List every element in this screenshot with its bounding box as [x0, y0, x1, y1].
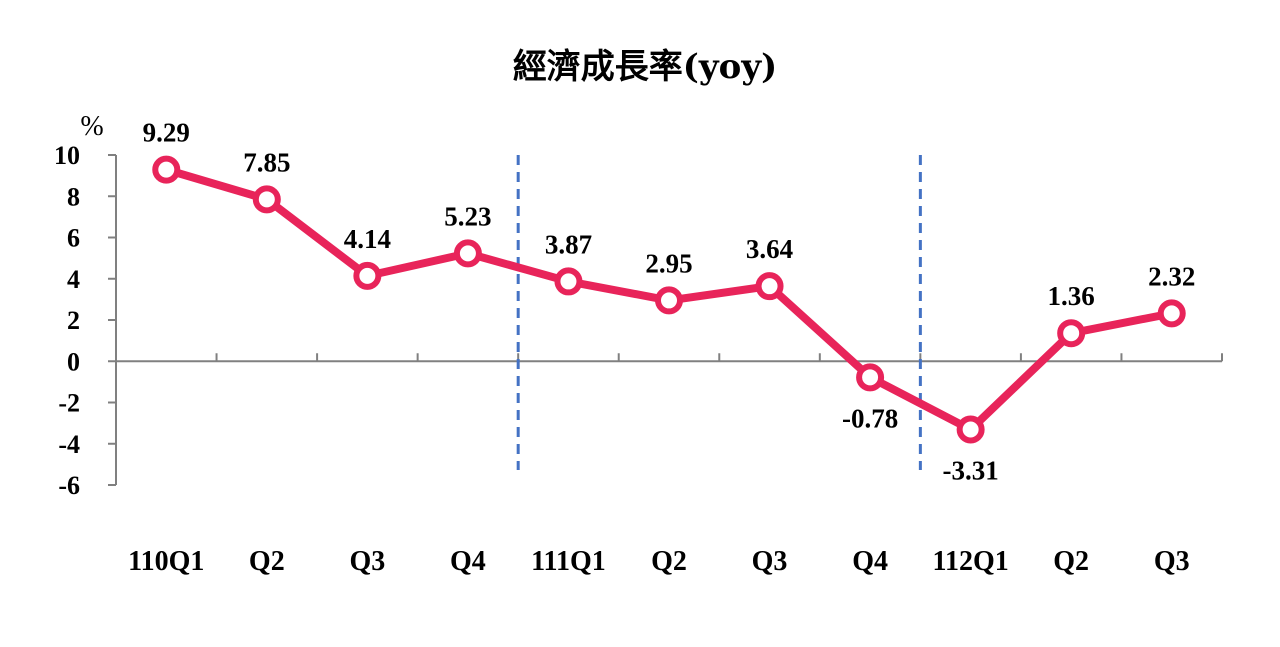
data-point — [453, 239, 482, 268]
y-tick-label: -4 — [58, 430, 80, 459]
y-tick-label: 2 — [67, 306, 80, 335]
x-category-label: Q2 — [249, 546, 285, 577]
data-label: 5.23 — [444, 201, 491, 231]
data-label: -3.31 — [943, 456, 999, 486]
y-tick-label: -2 — [58, 389, 80, 418]
x-category-label: 112Q1 — [933, 546, 1009, 577]
y-tick-label: 10 — [54, 141, 80, 170]
y-tick-label: 0 — [67, 347, 80, 376]
data-point — [554, 267, 583, 296]
data-label: 3.64 — [746, 234, 793, 264]
data-label: 3.87 — [545, 229, 592, 259]
data-point — [353, 261, 382, 290]
x-category-label: Q3 — [1154, 546, 1190, 577]
data-label: 1.36 — [1048, 281, 1095, 311]
data-point — [1057, 319, 1086, 348]
data-point — [1157, 299, 1186, 328]
data-point — [856, 363, 885, 392]
data-label: 7.85 — [243, 147, 290, 177]
data-labels: 9.29 7.85 4.14 5.23 3.87 2.95 3.64 -0.78 -3.31 1.… — [143, 118, 1196, 486]
x-category-label: Q2 — [1053, 546, 1089, 577]
y-unit-label: % — [80, 111, 103, 142]
data-label: 4.14 — [344, 224, 391, 254]
y-tick-label: 6 — [67, 224, 80, 253]
x-axis-categories: 110Q1 Q2 Q3 Q4 111Q1 Q2 Q3 Q4 112Q1 Q2 Q3 — [128, 546, 1189, 577]
axes: 10 8 6 4 2 0 -2 -4 -6 — [54, 141, 1223, 500]
x-category-label: 111Q1 — [531, 546, 606, 577]
year-dividers — [516, 155, 922, 470]
x-category-label: Q3 — [752, 546, 788, 577]
data-point — [755, 272, 784, 301]
x-category-label: Q2 — [651, 546, 687, 577]
y-tick-label: 4 — [67, 265, 80, 294]
data-point — [956, 415, 985, 444]
chart-title: 經濟成長率(yoy) — [513, 47, 777, 87]
x-category-label: Q4 — [852, 546, 888, 577]
data-point — [152, 155, 181, 184]
y-tick-label: 8 — [67, 182, 80, 211]
x-category-label: 110Q1 — [128, 546, 204, 577]
data-label: 2.32 — [1148, 261, 1195, 291]
series-layer — [152, 155, 1186, 444]
x-category-label: Q4 — [450, 546, 486, 577]
data-label: -0.78 — [842, 403, 898, 433]
data-label: 9.29 — [143, 118, 190, 148]
x-category-label: Q3 — [349, 546, 385, 577]
y-tick-label: -6 — [58, 471, 80, 500]
data-point — [252, 185, 281, 214]
data-point — [655, 286, 683, 315]
data-label: 2.95 — [645, 248, 692, 278]
